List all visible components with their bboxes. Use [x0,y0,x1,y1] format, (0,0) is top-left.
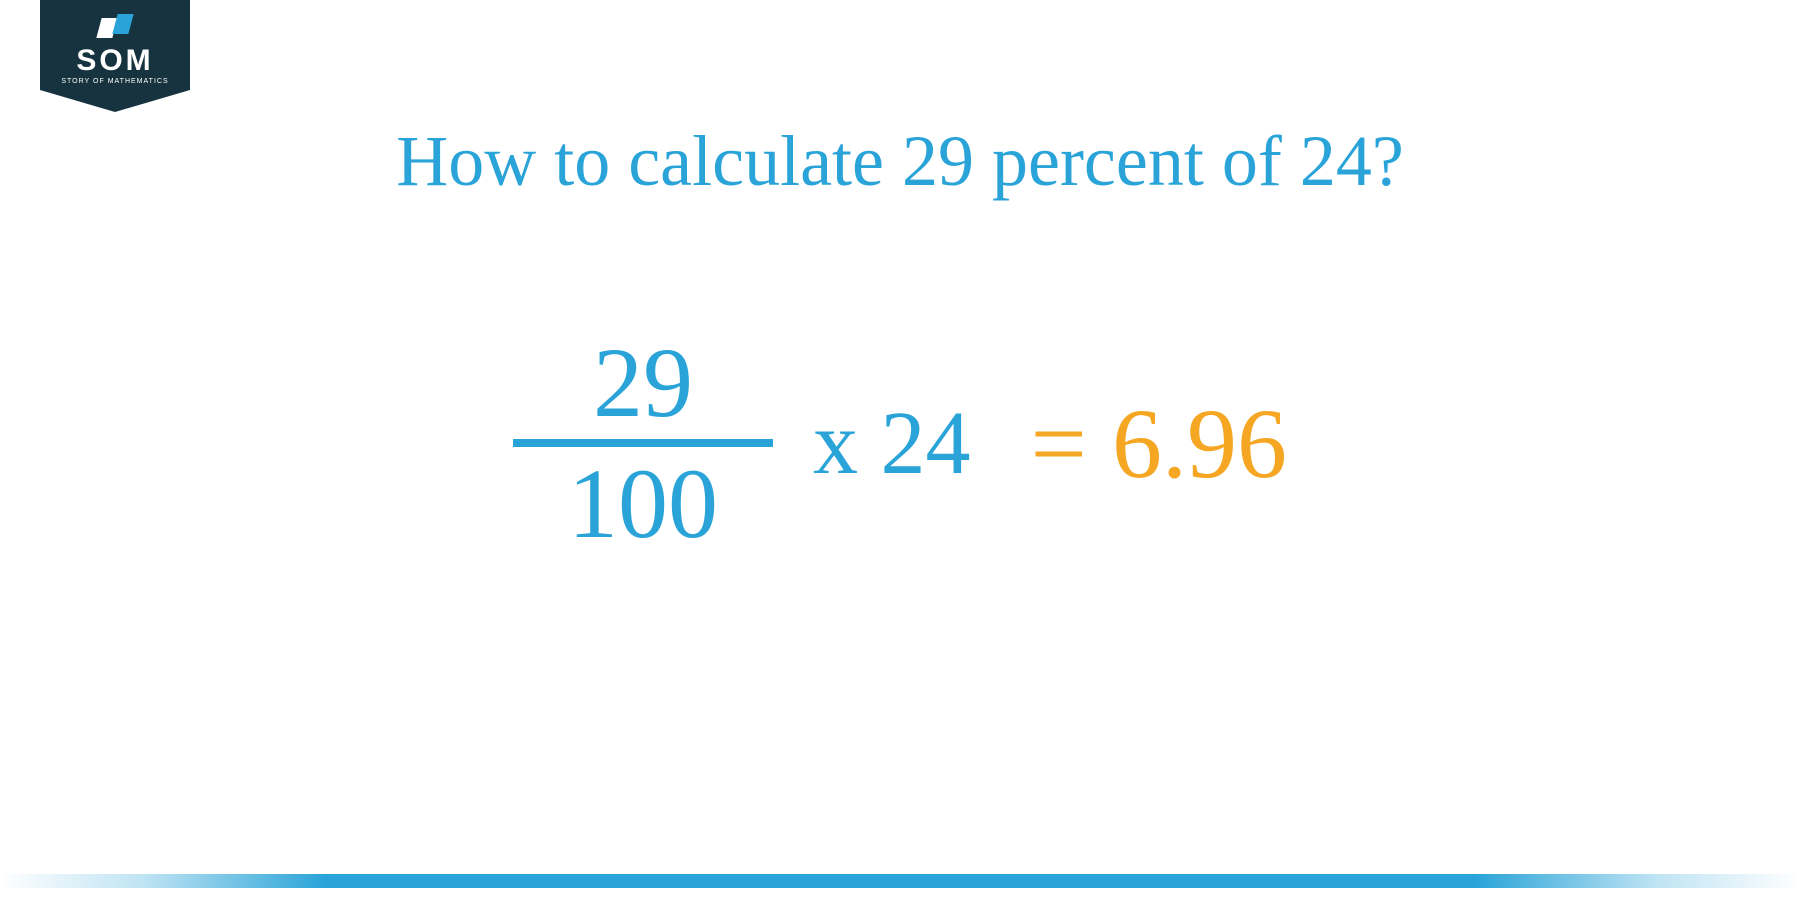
result: = 6.96 [1031,386,1287,501]
logo-subtext: STORY OF MATHEMATICS [61,78,168,85]
top-accent-bar [0,32,1800,46]
multiply-operator: x 24 [813,392,971,495]
denominator: 100 [568,451,718,556]
equation-row: 29 100 x 24 = 6.96 [0,330,1800,556]
page-title: How to calculate 29 percent of 24? [0,120,1800,203]
bottom-accent-bar [0,874,1800,888]
logo-icon [95,14,135,42]
numerator: 29 [593,330,693,435]
fraction: 29 100 [513,330,773,556]
fraction-bar [513,439,773,447]
logo-text: SOM [76,46,153,76]
logo-badge: SOM STORY OF MATHEMATICS [40,0,190,90]
